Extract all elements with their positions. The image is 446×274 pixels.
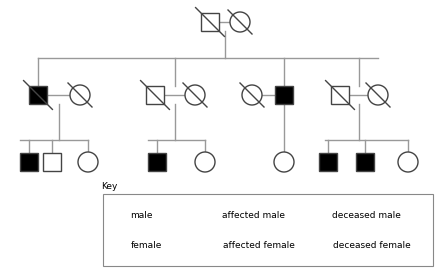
- Circle shape: [70, 85, 90, 105]
- Bar: [103, 194, 433, 266]
- Text: Key: Key: [101, 182, 117, 191]
- Bar: [319, 153, 337, 171]
- Bar: [146, 86, 164, 104]
- Text: female: female: [131, 241, 162, 250]
- Circle shape: [398, 152, 418, 172]
- Text: deceased female: deceased female: [333, 241, 411, 250]
- Text: affected female: affected female: [223, 241, 295, 250]
- Circle shape: [195, 152, 215, 172]
- Text: affected male: affected male: [222, 212, 285, 221]
- Bar: [275, 86, 293, 104]
- Circle shape: [317, 240, 329, 252]
- Circle shape: [242, 85, 262, 105]
- Circle shape: [207, 240, 219, 252]
- Circle shape: [274, 152, 294, 172]
- Bar: [29, 86, 47, 104]
- Text: deceased male: deceased male: [332, 212, 401, 221]
- Circle shape: [230, 12, 250, 32]
- Bar: [116, 211, 126, 221]
- Bar: [20, 153, 38, 171]
- Circle shape: [115, 240, 127, 252]
- Bar: [356, 153, 374, 171]
- Bar: [318, 211, 328, 221]
- Bar: [148, 153, 166, 171]
- Bar: [43, 153, 61, 171]
- Bar: [201, 13, 219, 31]
- Text: male: male: [130, 212, 153, 221]
- Circle shape: [78, 152, 98, 172]
- Circle shape: [368, 85, 388, 105]
- Bar: [208, 211, 218, 221]
- Circle shape: [185, 85, 205, 105]
- Bar: [331, 86, 349, 104]
